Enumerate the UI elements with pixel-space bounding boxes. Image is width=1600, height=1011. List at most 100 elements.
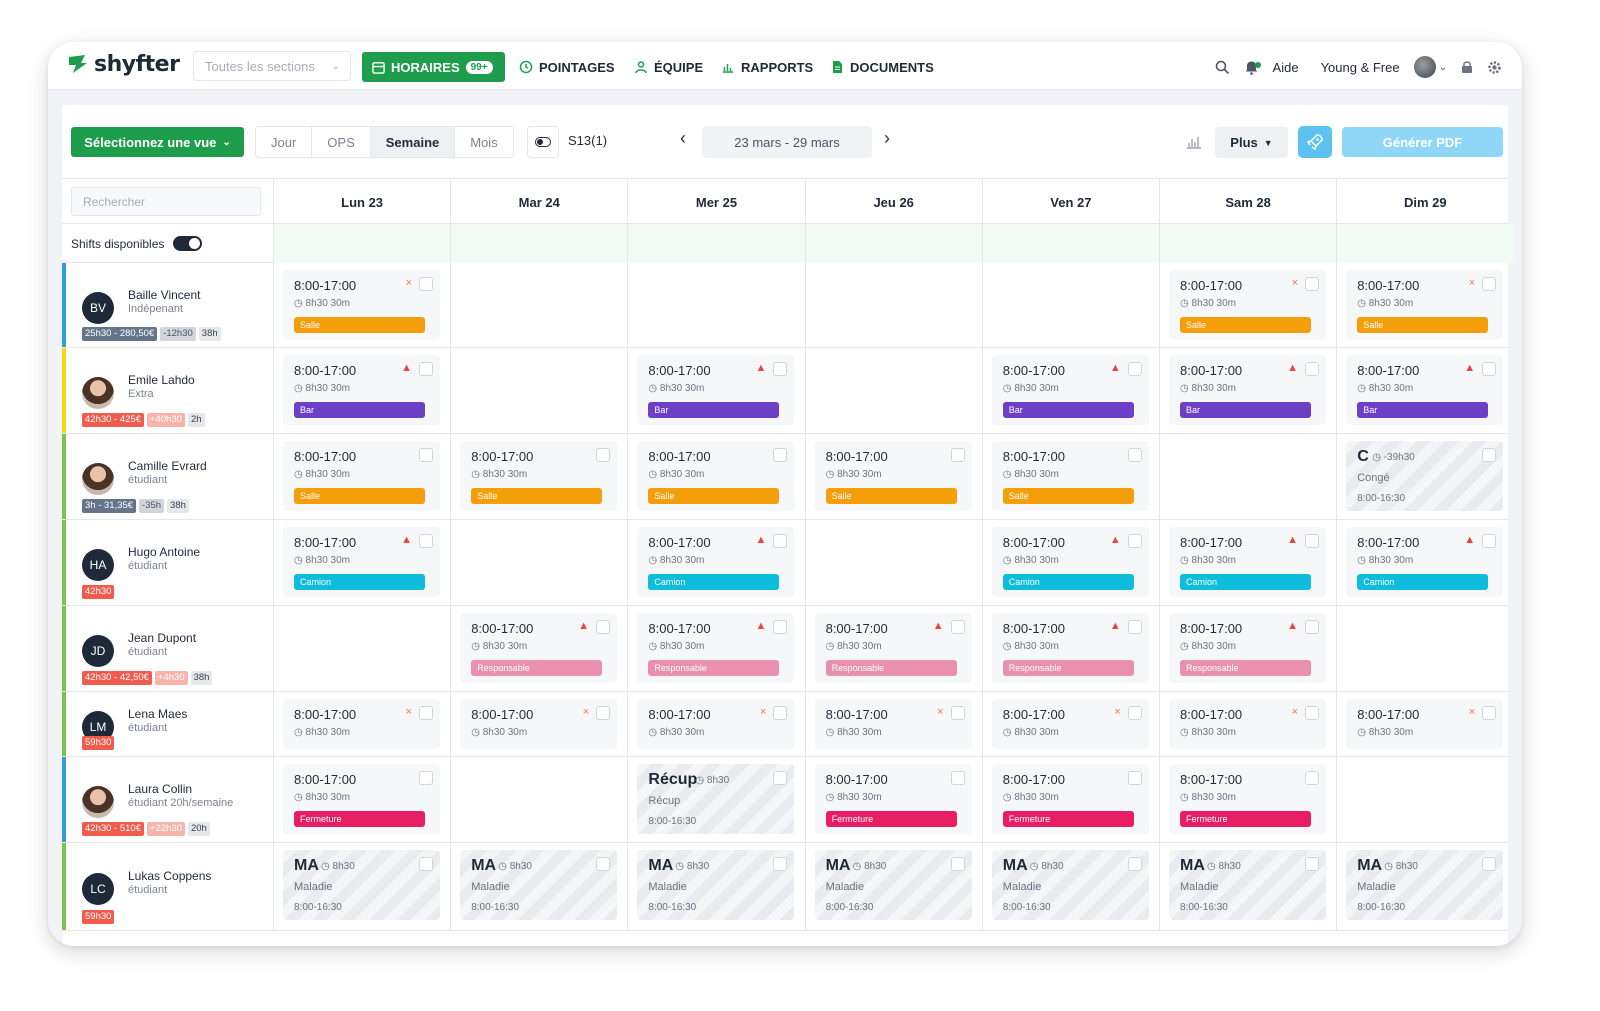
available-shift-cell[interactable]: [981, 224, 1159, 263]
schedule-cell[interactable]: [273, 263, 450, 347]
schedule-cell[interactable]: [450, 757, 627, 842]
nav-pointages[interactable]: POINTAGES: [519, 52, 615, 82]
schedule-cell[interactable]: [804, 757, 982, 842]
shift-card[interactable]: 8:00-17:00 ◷ 8h30 30m Salle: [991, 441, 1149, 511]
schedule-cell[interactable]: [273, 692, 450, 756]
shift-card[interactable]: 8:00-17:00 ◷ 8h30 30m ▲ Responsable: [1169, 613, 1326, 683]
shift-card[interactable]: 8:00-17:00 ◷ 8h30 30m ×: [1169, 699, 1326, 749]
shift-card[interactable]: 8:00-17:00 ◷ 8h30 30m Salle: [814, 441, 972, 511]
select-checkbox[interactable]: [950, 620, 965, 634]
schedule-cell[interactable]: [627, 520, 804, 605]
select-checkbox[interactable]: [1482, 706, 1497, 720]
mode-semaine[interactable]: Semaine: [370, 127, 456, 157]
warning-icon[interactable]: ▲: [578, 620, 590, 632]
select-checkbox[interactable]: [419, 534, 433, 548]
employee-name[interactable]: Emile Lahdo: [128, 373, 195, 387]
select-checkbox[interactable]: [419, 277, 433, 291]
schedule-cell[interactable]: [627, 757, 804, 842]
employee-name[interactable]: Hugo Antoine: [128, 545, 201, 559]
schedule-cell[interactable]: [627, 263, 804, 347]
shift-card[interactable]: 8:00-17:00 ◷ 8h30 30m × Salle: [1346, 270, 1504, 340]
day-header[interactable]: Sam 28: [1159, 179, 1336, 225]
select-checkbox[interactable]: [773, 362, 788, 376]
employee-avatar[interactable]: JD: [82, 635, 114, 667]
select-checkbox[interactable]: [1305, 706, 1319, 720]
schedule-cell[interactable]: [1159, 434, 1336, 519]
warning-icon[interactable]: ▲: [1287, 534, 1298, 546]
employee-avatar[interactable]: LC: [82, 873, 114, 905]
schedule-cell[interactable]: [627, 843, 804, 930]
select-checkbox[interactable]: [1305, 620, 1319, 634]
schedule-cell[interactable]: [450, 843, 627, 930]
schedule-cell[interactable]: [1159, 348, 1336, 433]
shift-card[interactable]: 8:00-17:00 ◷ 8h30 30m Salle: [283, 441, 440, 511]
schedule-cell[interactable]: [1159, 606, 1336, 691]
employee-name[interactable]: Laura Collin: [128, 782, 193, 796]
schedule-cell[interactable]: [804, 434, 982, 519]
schedule-cell[interactable]: [804, 843, 982, 930]
shift-card[interactable]: 8:00-17:00 ◷ 8h30 30m Salle: [637, 441, 795, 511]
shift-card[interactable]: 8:00-17:00 ◷ 8h30 30m Salle: [460, 441, 618, 511]
warning-icon[interactable]: ▲: [1109, 620, 1121, 632]
shift-card[interactable]: 8:00-17:00 ◷ 8h30 30m Fermeture: [1169, 764, 1326, 834]
select-checkbox[interactable]: [950, 857, 965, 871]
select-checkbox[interactable]: [773, 534, 788, 548]
schedule-cell[interactable]: [450, 348, 627, 433]
schedule-cell[interactable]: [804, 606, 982, 691]
shift-card[interactable]: 8:00-17:00 ◷ 8h30 30m ▲ Bar: [1346, 355, 1504, 425]
close-icon[interactable]: ×: [1114, 706, 1121, 718]
nav-rapports[interactable]: RAPPORTS: [721, 52, 813, 82]
shift-card[interactable]: 8:00-17:00 ◷ 8h30 30m Fermeture: [991, 764, 1149, 834]
next-week-icon[interactable]: ›: [884, 128, 890, 148]
select-checkbox[interactable]: [1305, 362, 1319, 376]
shift-card[interactable]: 8:00-17:00 ◷ 8h30 30m ▲ Bar: [637, 355, 795, 425]
schedule-cell[interactable]: [1159, 263, 1336, 347]
date-range[interactable]: 23 mars - 29 mars: [702, 126, 872, 158]
nav-horaires[interactable]: HORAIRES 99+: [362, 52, 505, 82]
day-header[interactable]: Dim 29: [1336, 179, 1513, 225]
user-menu[interactable]: ⌄: [1413, 56, 1447, 78]
mode-mois[interactable]: Mois: [470, 134, 498, 150]
close-icon[interactable]: ×: [1291, 706, 1298, 718]
shift-card[interactable]: 8:00-17:00 ◷ 8h30 30m × Salle: [283, 270, 440, 340]
employee-avatar[interactable]: [82, 786, 114, 818]
close-icon[interactable]: ×: [582, 706, 590, 718]
schedule-cell[interactable]: [1336, 843, 1513, 930]
previous-week-icon[interactable]: ‹: [680, 128, 686, 148]
close-icon[interactable]: ×: [405, 706, 412, 718]
warning-icon[interactable]: ▲: [755, 620, 767, 632]
select-checkbox[interactable]: [1482, 362, 1497, 376]
shift-card[interactable]: 8:00-17:00 ◷ 8h30 30m × Salle: [1169, 270, 1326, 340]
day-header[interactable]: Mar 24: [450, 179, 627, 225]
schedule-cell[interactable]: [450, 263, 627, 347]
select-checkbox[interactable]: [1482, 448, 1497, 462]
schedule-cell[interactable]: [1336, 692, 1513, 756]
available-shifts-toggle[interactable]: Shifts disponibles: [71, 236, 203, 251]
select-checkbox[interactable]: [950, 448, 965, 462]
close-icon[interactable]: ×: [937, 706, 944, 718]
close-icon[interactable]: ×: [1468, 706, 1476, 718]
available-shift-cell[interactable]: [627, 224, 805, 263]
schedule-cell[interactable]: [1159, 520, 1336, 605]
employee-avatar[interactable]: [82, 463, 114, 495]
publish-button[interactable]: [1298, 126, 1332, 158]
shift-card[interactable]: 8:00-17:00 ◷ 8h30 30m ▲ Responsable: [460, 613, 618, 683]
close-icon[interactable]: ×: [1291, 277, 1298, 289]
warning-icon[interactable]: ▲: [401, 534, 412, 546]
warning-icon[interactable]: ▲: [755, 534, 767, 546]
shift-card[interactable]: 8:00-17:00 ◷ 8h30 30m ▲ Responsable: [814, 613, 972, 683]
absence-card[interactable]: Récup ◷ 8h30 Récup 8:00-16:30: [637, 764, 795, 834]
day-header[interactable]: Lun 23: [273, 179, 450, 225]
select-checkbox[interactable]: [1127, 620, 1142, 634]
schedule-cell[interactable]: [981, 434, 1159, 519]
schedule-cell[interactable]: [273, 843, 450, 930]
generate-pdf-button[interactable]: Générer PDF: [1342, 127, 1503, 157]
select-checkbox[interactable]: [1482, 534, 1497, 548]
schedule-cell[interactable]: [1336, 434, 1513, 519]
schedule-cell[interactable]: [627, 692, 804, 756]
employee-avatar[interactable]: [82, 377, 114, 409]
shift-card[interactable]: 8:00-17:00 ◷ 8h30 30m ▲ Bar: [283, 355, 440, 425]
schedule-cell[interactable]: [1336, 520, 1513, 605]
select-checkbox[interactable]: [1305, 771, 1319, 785]
day-header[interactable]: Ven 27: [981, 179, 1159, 225]
